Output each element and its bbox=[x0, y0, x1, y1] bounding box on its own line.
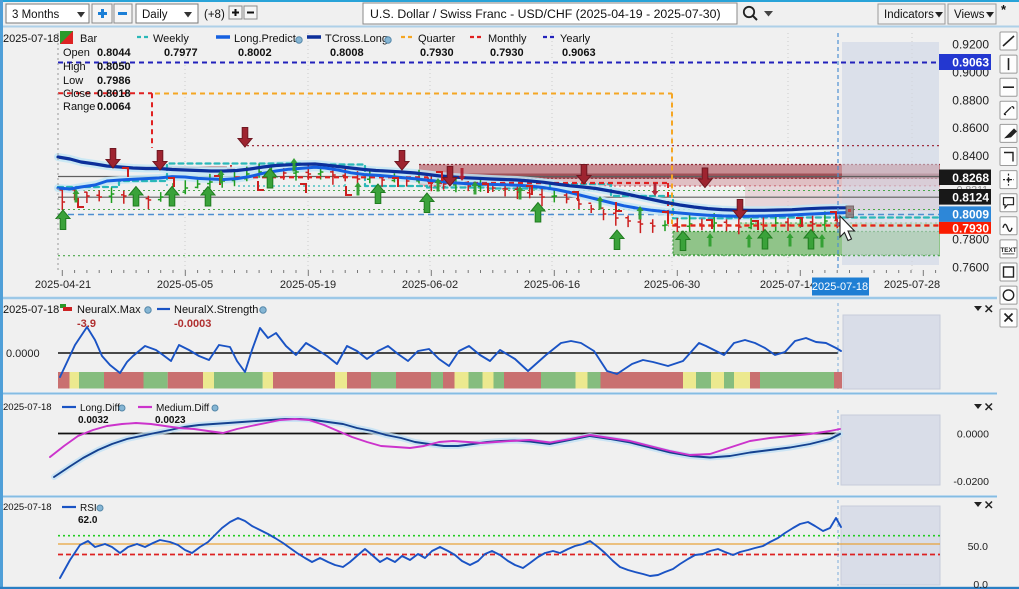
svg-text:U.S. Dollar / Swiss Franc - US: U.S. Dollar / Swiss Franc - USD/CHF (202… bbox=[370, 7, 721, 21]
svg-text:0.8268: 0.8268 bbox=[952, 171, 989, 185]
svg-text:50.0: 50.0 bbox=[968, 541, 989, 553]
svg-text:High: High bbox=[63, 61, 86, 73]
svg-text:Bar: Bar bbox=[80, 33, 97, 45]
svg-text:Low: Low bbox=[63, 75, 83, 87]
svg-text:0.8800: 0.8800 bbox=[952, 93, 989, 107]
svg-text:0.7800: 0.7800 bbox=[952, 233, 989, 247]
svg-text:2025-07-14: 2025-07-14 bbox=[760, 279, 816, 291]
svg-text:0.7930: 0.7930 bbox=[420, 47, 454, 59]
svg-text:0.8400: 0.8400 bbox=[952, 149, 989, 163]
svg-text:2025-07-28: 2025-07-28 bbox=[884, 279, 940, 291]
svg-text:RSI: RSI bbox=[80, 503, 97, 514]
svg-text:0.8018: 0.8018 bbox=[97, 88, 131, 100]
svg-text:0.8002: 0.8002 bbox=[238, 47, 272, 59]
svg-text:2025-04-21: 2025-04-21 bbox=[35, 279, 91, 291]
svg-text:Open: Open bbox=[63, 47, 90, 59]
svg-text:62.0: 62.0 bbox=[78, 515, 98, 526]
svg-text:Quarter: Quarter bbox=[418, 33, 456, 45]
svg-text:2025-06-02: 2025-06-02 bbox=[402, 279, 458, 291]
svg-text:NeuralX.Strength: NeuralX.Strength bbox=[174, 304, 258, 316]
svg-text:0.8124: 0.8124 bbox=[952, 190, 989, 204]
svg-text:2025-05-19: 2025-05-19 bbox=[280, 279, 336, 291]
svg-text:0.8050: 0.8050 bbox=[97, 61, 131, 73]
svg-text:Indicators: Indicators bbox=[884, 9, 934, 21]
svg-text:0.7930: 0.7930 bbox=[952, 221, 989, 235]
svg-text:2025-07-18: 2025-07-18 bbox=[812, 281, 868, 293]
svg-text:0.8044: 0.8044 bbox=[97, 47, 132, 59]
svg-text:2025-07-18: 2025-07-18 bbox=[3, 402, 52, 413]
svg-text:2025-07-18: 2025-07-18 bbox=[3, 33, 59, 45]
svg-text:Yearly: Yearly bbox=[560, 33, 591, 45]
svg-text:0.0000: 0.0000 bbox=[957, 429, 989, 441]
svg-text:-3.9: -3.9 bbox=[77, 318, 96, 330]
svg-text:0.8008: 0.8008 bbox=[330, 47, 364, 59]
svg-text:Range: Range bbox=[63, 101, 95, 113]
svg-text:0.8009: 0.8009 bbox=[952, 208, 989, 222]
svg-text:Weekly: Weekly bbox=[153, 33, 189, 45]
svg-text:2025-06-30: 2025-06-30 bbox=[644, 279, 700, 291]
svg-text:-0.0003: -0.0003 bbox=[174, 318, 211, 330]
svg-text:Monthly: Monthly bbox=[488, 33, 527, 45]
svg-text:0.7986: 0.7986 bbox=[97, 75, 131, 87]
svg-text:0.7977: 0.7977 bbox=[164, 47, 198, 59]
svg-text:0.7600: 0.7600 bbox=[952, 261, 989, 275]
svg-text:0.0: 0.0 bbox=[973, 579, 988, 589]
svg-text:3 Months: 3 Months bbox=[12, 9, 60, 21]
svg-text:0.0023: 0.0023 bbox=[155, 415, 186, 426]
svg-text:0.0064: 0.0064 bbox=[97, 101, 132, 113]
svg-text:0.7930: 0.7930 bbox=[490, 47, 524, 59]
svg-text:-0.0200: -0.0200 bbox=[953, 476, 989, 488]
svg-text:2025-06-16: 2025-06-16 bbox=[524, 279, 580, 291]
svg-text:0.0032: 0.0032 bbox=[78, 415, 109, 426]
svg-text:Close: Close bbox=[63, 88, 91, 100]
svg-text:0.9063: 0.9063 bbox=[952, 56, 989, 70]
svg-text:NeuralX.Max: NeuralX.Max bbox=[77, 304, 141, 316]
svg-text:TCross.Long: TCross.Long bbox=[325, 33, 388, 45]
svg-text:0.0000: 0.0000 bbox=[6, 348, 40, 360]
svg-text:Long.Predict: Long.Predict bbox=[234, 33, 296, 45]
svg-text:Medium.Diff: Medium.Diff bbox=[156, 403, 209, 414]
svg-text:Daily: Daily bbox=[142, 9, 168, 21]
svg-text:Views: Views bbox=[954, 9, 985, 21]
svg-text:*: * bbox=[1001, 2, 1007, 17]
svg-text:0.9063: 0.9063 bbox=[562, 47, 596, 59]
svg-text:0.9200: 0.9200 bbox=[952, 38, 989, 52]
svg-text:2025-05-05: 2025-05-05 bbox=[157, 279, 213, 291]
svg-text:(+8): (+8) bbox=[204, 9, 225, 21]
svg-text:2025-07-18: 2025-07-18 bbox=[3, 502, 52, 513]
svg-text:0.8600: 0.8600 bbox=[952, 121, 989, 135]
svg-text:Long.Diff: Long.Diff bbox=[80, 403, 120, 414]
svg-text:TEXT: TEXT bbox=[1000, 247, 1016, 254]
svg-text:2025-07-18: 2025-07-18 bbox=[3, 304, 59, 316]
